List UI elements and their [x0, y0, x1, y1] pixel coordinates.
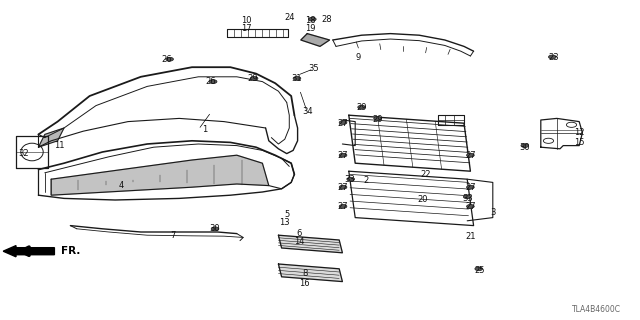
- Text: 14: 14: [294, 237, 305, 246]
- Text: 11: 11: [54, 141, 65, 150]
- Text: 16: 16: [300, 279, 310, 288]
- Text: 9: 9: [356, 53, 361, 62]
- Circle shape: [548, 55, 556, 59]
- Text: 13: 13: [280, 218, 290, 227]
- Text: 27: 27: [337, 202, 348, 211]
- FancyArrow shape: [3, 246, 54, 257]
- Text: FR.: FR.: [61, 246, 80, 256]
- Circle shape: [209, 80, 217, 84]
- Text: 2: 2: [364, 176, 369, 185]
- Text: 30: 30: [209, 224, 220, 233]
- Text: 32: 32: [19, 149, 29, 158]
- Circle shape: [463, 195, 471, 199]
- Polygon shape: [278, 264, 342, 282]
- Circle shape: [467, 153, 474, 157]
- Circle shape: [339, 153, 347, 157]
- Text: 4: 4: [119, 181, 124, 190]
- Circle shape: [339, 204, 347, 208]
- Circle shape: [250, 76, 258, 80]
- Text: 29: 29: [356, 103, 367, 112]
- Text: 26: 26: [206, 77, 216, 86]
- Text: 15: 15: [574, 138, 584, 147]
- Polygon shape: [301, 34, 330, 46]
- Text: 21: 21: [465, 232, 476, 241]
- Text: 29: 29: [372, 116, 383, 124]
- Text: 1: 1: [202, 125, 207, 134]
- Text: 10: 10: [241, 16, 252, 25]
- Text: 3: 3: [490, 208, 495, 217]
- Text: 31: 31: [291, 74, 301, 83]
- Circle shape: [339, 121, 347, 124]
- Circle shape: [467, 204, 474, 208]
- Text: 19: 19: [305, 24, 316, 33]
- Text: 25: 25: [475, 266, 485, 275]
- Polygon shape: [278, 235, 342, 253]
- Text: 27: 27: [337, 119, 348, 128]
- Circle shape: [521, 144, 529, 148]
- Text: 27: 27: [465, 202, 476, 211]
- Circle shape: [347, 177, 355, 181]
- Text: TLA4B4600C: TLA4B4600C: [572, 305, 621, 314]
- Circle shape: [467, 185, 474, 189]
- Polygon shape: [38, 128, 64, 147]
- Text: 29: 29: [248, 74, 258, 83]
- Text: 7: 7: [170, 231, 175, 240]
- Text: 8: 8: [302, 269, 307, 278]
- Text: 18: 18: [305, 16, 316, 25]
- Circle shape: [211, 227, 219, 231]
- Circle shape: [339, 185, 347, 189]
- Circle shape: [358, 105, 365, 109]
- Text: 23: 23: [548, 53, 559, 62]
- Text: 27: 27: [465, 151, 476, 160]
- Circle shape: [308, 17, 316, 21]
- Circle shape: [166, 57, 173, 61]
- Text: 24: 24: [284, 13, 294, 22]
- Text: 6: 6: [297, 229, 302, 238]
- Text: 20: 20: [417, 196, 428, 204]
- Text: 17: 17: [241, 24, 252, 33]
- Text: 26: 26: [161, 55, 172, 64]
- Text: 28: 28: [321, 15, 332, 24]
- Text: 33: 33: [462, 194, 472, 203]
- Text: 27: 27: [465, 183, 476, 192]
- Text: 12: 12: [574, 128, 584, 137]
- Circle shape: [374, 116, 381, 120]
- Text: 33: 33: [344, 175, 355, 184]
- Text: 22: 22: [420, 170, 431, 179]
- Text: 35: 35: [308, 64, 319, 73]
- Circle shape: [475, 267, 483, 271]
- Circle shape: [293, 76, 301, 80]
- Text: 30: 30: [520, 143, 530, 152]
- Text: 27: 27: [337, 151, 348, 160]
- Text: 34: 34: [302, 108, 312, 116]
- Polygon shape: [51, 155, 269, 195]
- Text: 5: 5: [284, 210, 289, 219]
- Text: 27: 27: [337, 183, 348, 192]
